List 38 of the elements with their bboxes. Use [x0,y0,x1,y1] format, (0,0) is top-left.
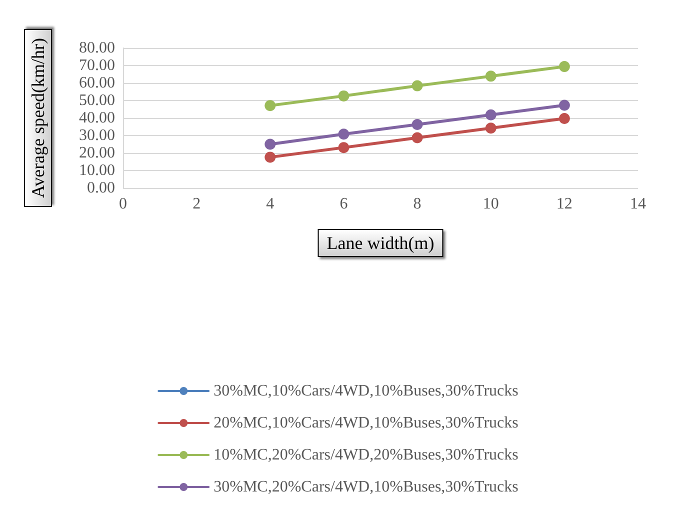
point [558,61,570,72]
x-tick-label: 6 [340,196,348,212]
point [485,122,496,134]
y-tick-label: 60.00 [79,74,115,92]
point [558,100,570,111]
x-tick-label: 14 [630,196,646,212]
y-tick-label: 50.00 [79,92,115,109]
x-tick-label: 8 [413,196,422,212]
point [338,142,350,154]
point [264,138,276,150]
x-tick-label: 0 [119,196,127,212]
y-tick-label: 40.00 [79,110,115,126]
legend-label: 20%MC,10%Cars/4WD,10%Buses,30%Trucks [214,414,518,432]
legend-label: 10%MC,20%Cars/4WD,20%Buses,30%Trucks [214,446,518,464]
point [485,70,496,82]
legend-label: 30%MC,20%Cars/4WD,10%Buses,30%Trucks [214,478,518,496]
y-tick-label: 20.00 [79,144,115,162]
y-axis-title: Average speed(km/hr) [28,38,48,198]
y-tick-label: 80.00 [79,40,115,56]
point [558,113,570,124]
point [338,128,350,140]
y-tick-label: 0.00 [87,180,115,196]
x-tick-label: 12 [556,196,572,212]
point [338,90,350,102]
point [412,80,423,92]
point [264,100,276,112]
y-tick-label: 30.00 [79,127,115,144]
y-tick-label: 10.00 [79,162,115,179]
y-tick-label: 70.00 [79,57,115,74]
x-tick-label: 10 [482,196,499,212]
legend-label: 30%MC,10%Cars/4WD,10%Buses,30%Trucks [214,382,518,400]
point [264,152,276,163]
x-axis-title: Lane width(m) [326,233,434,253]
x-tick-label: 2 [192,196,201,212]
x-tick-label: 4 [266,196,274,212]
point [485,109,496,120]
point [412,132,423,144]
point [412,118,423,130]
